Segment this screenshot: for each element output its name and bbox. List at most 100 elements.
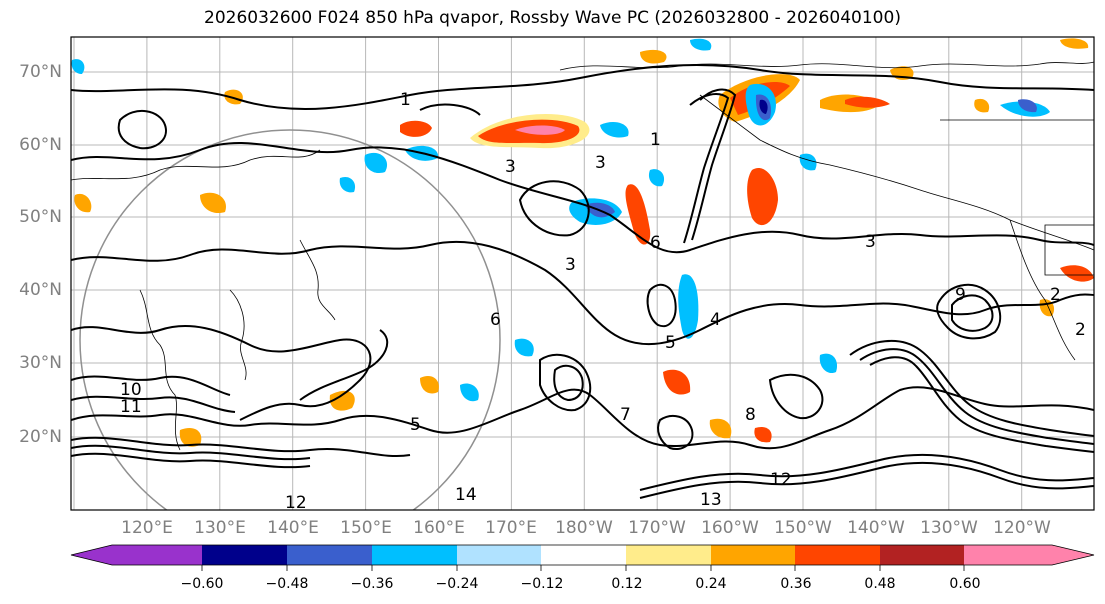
map-title: 2026032600 F024 850 hPa qvapor, Rossby W… [204, 8, 901, 28]
contour-label: 7 [620, 405, 631, 425]
positive-anomaly [400, 120, 432, 137]
colorbar-segment [112, 545, 202, 565]
colorbar-tick-label: −0.12 [520, 576, 564, 592]
positive-anomaly [515, 125, 565, 135]
longitude-label: 140°E [267, 518, 319, 538]
colorbar-segment [372, 545, 457, 565]
colorbar-tick-label: −0.48 [265, 576, 309, 592]
colorbar-tick-label: 0.12 [611, 576, 643, 592]
longitude-label: 170°W [628, 518, 686, 538]
colorbar-segment [711, 545, 795, 565]
contour-label: 8 [745, 405, 756, 425]
negative-anomaly [460, 383, 479, 402]
colorbar-segments [112, 545, 1052, 571]
contour-label: 13 [700, 490, 722, 510]
colorbar-tick-label: −0.24 [435, 576, 479, 592]
longitude-label: 130°E [194, 518, 246, 538]
positive-anomaly [74, 193, 92, 213]
colorbar-tick-label: 0.36 [780, 576, 812, 592]
colorbar-segment [287, 545, 372, 565]
longitude-label: 180°W [555, 518, 613, 538]
contour-label: 11 [120, 397, 142, 417]
positive-anomaly [663, 369, 691, 395]
contour-label: 10 [120, 380, 142, 400]
contour-label: 12 [770, 470, 792, 490]
colorbar-segment [457, 545, 541, 565]
positive-anomaly [845, 96, 890, 108]
positive-anomaly [329, 390, 355, 411]
latitude-label: 50°N [19, 207, 62, 227]
positive-anomaly [747, 168, 778, 226]
longitude-label: 160°E [413, 518, 465, 538]
positive-anomaly [420, 375, 439, 394]
map-frame [70, 36, 1095, 511]
contour-label: 14 [455, 485, 477, 505]
positive-anomaly [709, 418, 732, 439]
longitude-label: 170°E [485, 518, 537, 538]
contour-label: 1 [400, 90, 411, 110]
contour-label: 2 [1050, 285, 1061, 305]
positive-anomaly [1060, 38, 1089, 49]
longitude-label: 130°W [920, 518, 978, 538]
positive-anomaly [754, 426, 772, 443]
positive-anomaly [200, 192, 226, 214]
contour-label: 3 [595, 153, 606, 173]
colorbar [70, 544, 1095, 571]
coastlines [71, 61, 1094, 451]
latitude-label: 70°N [19, 62, 62, 82]
longitude-label: 120°E [121, 518, 173, 538]
negative-anomaly [799, 153, 817, 171]
negative-anomaly [678, 274, 699, 339]
longitude-label: 140°W [847, 518, 905, 538]
colorbar-extend-high [1052, 545, 1094, 565]
contour-label: 12 [285, 493, 307, 513]
contour-label: 1 [650, 130, 661, 150]
latitude-label: 60°N [19, 135, 62, 155]
negative-anomaly [514, 338, 534, 357]
negative-anomaly [648, 169, 665, 187]
colorbar-segment [880, 545, 964, 565]
latitude-label: 30°N [19, 353, 62, 373]
positive-anomaly [640, 49, 667, 64]
longitude-label: 150°E [340, 518, 392, 538]
latitude-label: 20°N [19, 427, 62, 447]
projection-circle [79, 129, 501, 510]
negative-anomaly [759, 99, 768, 114]
colorbar-segment [964, 545, 1052, 565]
colorbar-tick-label: −0.36 [350, 576, 394, 592]
contour-label: 5 [410, 415, 421, 435]
positive-anomaly [974, 98, 990, 113]
colorbar-segment [795, 545, 880, 565]
contour-label: 2 [1075, 320, 1086, 340]
contour-label: 6 [490, 310, 501, 330]
contour-label: 3 [505, 157, 516, 177]
colorbar-tick-label: 0.24 [695, 576, 727, 592]
positive-anomaly [625, 184, 651, 245]
colorbar-tick-label: 0.48 [864, 576, 896, 592]
negative-anomaly [690, 38, 712, 51]
contour-label: 3 [865, 232, 876, 252]
positive-anomaly [179, 427, 202, 447]
latitude-label: 40°N [19, 280, 62, 300]
qvapor-shading [71, 38, 1094, 447]
colorbar-segment [626, 545, 711, 565]
contour-label: 4 [710, 310, 721, 330]
longitude-label: 120°W [993, 518, 1051, 538]
colorbar-segment [202, 545, 287, 565]
contour-label: 5 [665, 333, 676, 353]
positive-anomaly [1060, 265, 1094, 282]
negative-anomaly [819, 353, 838, 374]
geopotential-contours [71, 63, 1094, 499]
negative-anomaly [364, 152, 388, 174]
longitude-label: 150°W [774, 518, 832, 538]
longitude-label: 160°W [701, 518, 759, 538]
contour-label: 3 [565, 255, 576, 275]
negative-anomaly [600, 122, 629, 138]
colorbar-segment [541, 545, 626, 565]
negative-anomaly [339, 176, 356, 193]
negative-anomaly [1018, 99, 1037, 113]
colorbar-extend-low [71, 545, 112, 565]
colorbar-tick-label: 0.60 [949, 576, 981, 592]
contour-label: 6 [650, 233, 661, 253]
